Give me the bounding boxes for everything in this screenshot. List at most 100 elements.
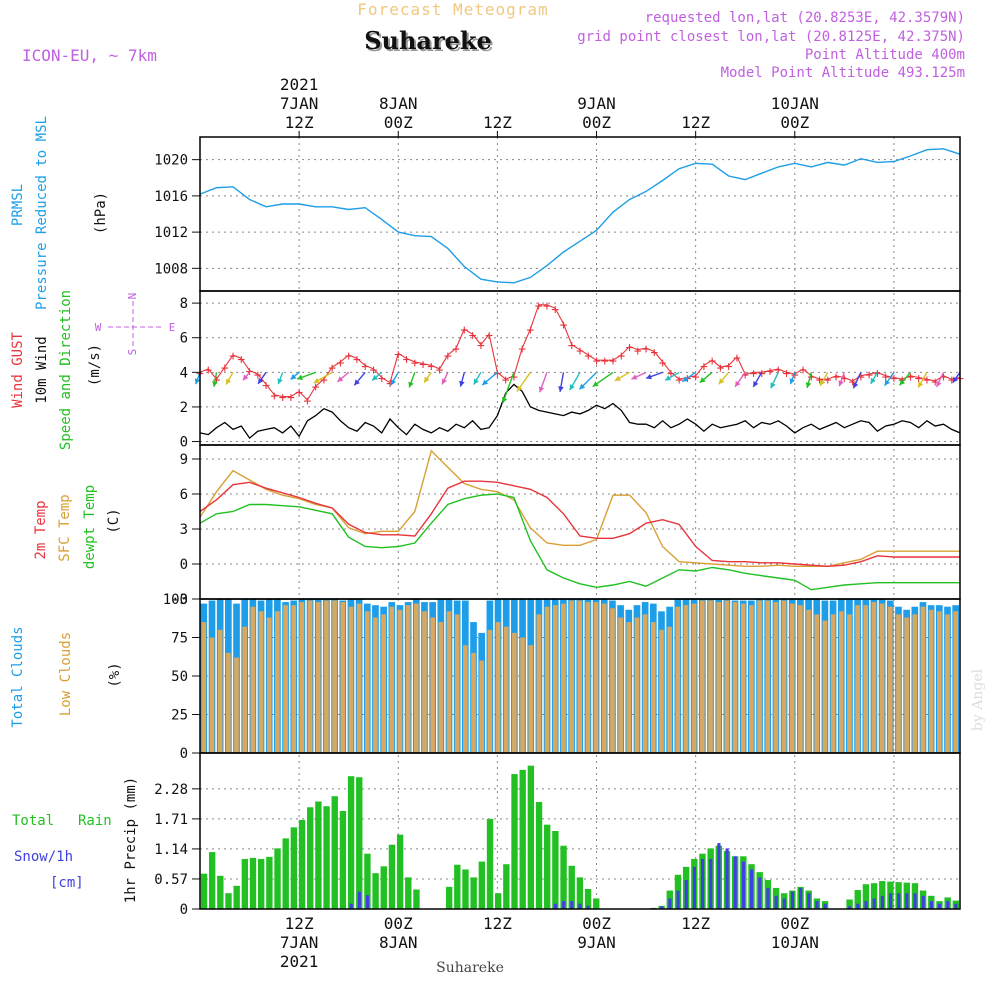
low-cloud-bar — [847, 614, 852, 753]
precip-tick-label: 0.57 — [154, 872, 188, 888]
rain-bar — [282, 838, 289, 909]
low-cloud-bar — [642, 614, 648, 753]
snow-bar — [717, 843, 721, 909]
low-cloud-bar — [626, 622, 632, 753]
gust-marker: + — [469, 328, 477, 343]
bottom-time-label: 00Z — [582, 914, 611, 933]
precip-label-snow: Snow/1h — [14, 849, 73, 865]
wind-arrow-head — [459, 380, 465, 387]
sfc-temp-line — [199, 449, 960, 567]
wind-tick-label: 4 — [180, 365, 188, 381]
gust-marker: + — [246, 365, 254, 380]
wind-arrow-head — [354, 379, 360, 386]
low-cloud-bar — [789, 603, 795, 753]
rain-bar — [535, 802, 543, 909]
snow-bar — [684, 880, 688, 909]
dewpt-line — [199, 493, 960, 591]
gust-marker: + — [832, 370, 840, 385]
cloud-unit: (%) — [107, 662, 123, 687]
low-cloud-bar — [528, 645, 534, 753]
wind-arrow-head — [424, 376, 430, 383]
low-cloud-bar — [389, 606, 395, 753]
low-cloud-bar — [749, 605, 754, 753]
precip-tick-label: 1.14 — [154, 842, 188, 858]
gust-marker: + — [750, 366, 758, 381]
rain-bar — [511, 774, 518, 909]
snow-bar — [733, 856, 737, 909]
snow-bar — [913, 893, 917, 909]
pressure-label-prmsl: PRMSL — [10, 184, 26, 226]
wind-arrow-head — [538, 386, 545, 393]
rain-bar — [364, 853, 371, 909]
low-cloud-bar — [479, 660, 485, 753]
gust-marker: + — [923, 373, 931, 388]
gust-marker: + — [642, 342, 650, 357]
wind-arrow-head — [313, 377, 320, 383]
rain-bar — [249, 857, 257, 909]
bottom-time-label: 10JAN — [771, 933, 819, 952]
snow-bar — [365, 895, 370, 909]
top-time-label: 2021 — [280, 75, 319, 94]
low-cloud-bar — [855, 605, 860, 753]
wind-arrow-head — [918, 381, 924, 388]
snow-bar — [823, 903, 827, 909]
low-cloud-bar — [904, 617, 909, 753]
low-cloud-bar — [373, 617, 378, 753]
pressure-tick-label: 1020 — [154, 153, 188, 169]
low-cloud-bar — [258, 611, 264, 753]
gust-marker: + — [535, 299, 543, 314]
cloud-label-total: Total Clouds — [10, 626, 26, 727]
rain-bar — [380, 866, 387, 909]
gust-marker: + — [882, 370, 890, 385]
rain-bar — [454, 864, 461, 909]
gust-marker: + — [725, 359, 733, 374]
low-cloud-bar — [781, 600, 787, 753]
gust-marker: + — [849, 375, 857, 390]
snow-bar — [905, 893, 909, 909]
snow-bar — [676, 890, 680, 909]
wind-arrow-head — [936, 381, 942, 388]
gust-marker: + — [791, 368, 799, 383]
snow-bar — [741, 861, 746, 909]
rain-bar — [568, 865, 575, 909]
low-cloud-bar — [879, 603, 885, 753]
gust-marker: + — [692, 370, 700, 385]
low-cloud-bar — [503, 626, 509, 753]
wind-labels: Wind GUST 10m Wind Speed and Direction (… — [10, 290, 175, 450]
wind-arrow-head — [390, 379, 397, 386]
compass-e: E — [169, 321, 176, 334]
pressure-y-axis: 1008 1012 1016 1020 — [154, 153, 960, 277]
top-time-label: 8JAN — [379, 94, 418, 113]
rain-bar — [470, 877, 477, 909]
clouds-tick-label: 75 — [171, 631, 188, 647]
low-cloud-bar — [348, 606, 354, 753]
time-grid — [298, 137, 895, 909]
rain-bar — [552, 831, 559, 909]
low-cloud-bar — [413, 603, 419, 753]
low-cloud-bar — [422, 611, 427, 753]
wind-arrow-head — [473, 378, 479, 385]
wind-arrow-head — [569, 384, 575, 391]
bottom-time-label: 12Z — [285, 914, 314, 933]
low-cloud-bar — [561, 603, 566, 753]
compass-s: S — [126, 349, 139, 356]
wind-arrow-head — [242, 374, 249, 381]
gust-marker: + — [427, 359, 435, 374]
wind-arrow-head — [665, 375, 672, 381]
gust-marker: + — [287, 391, 295, 406]
low-cloud-bar — [250, 606, 256, 753]
low-cloud-bar — [798, 605, 803, 753]
gust-marker: + — [584, 349, 592, 364]
pressure-tick-label: 1012 — [154, 225, 188, 241]
low-cloud-bar — [765, 600, 771, 753]
snow-bar — [774, 895, 778, 909]
wind-arrow-head — [735, 380, 741, 387]
gust-marker: + — [626, 340, 634, 355]
wind-arrow — [502, 372, 515, 404]
snow-bar — [570, 901, 574, 909]
rain-bar — [462, 869, 469, 909]
wind-arrow-head — [838, 380, 844, 387]
gust-marker: + — [931, 375, 939, 390]
gust-marker: + — [717, 361, 725, 376]
